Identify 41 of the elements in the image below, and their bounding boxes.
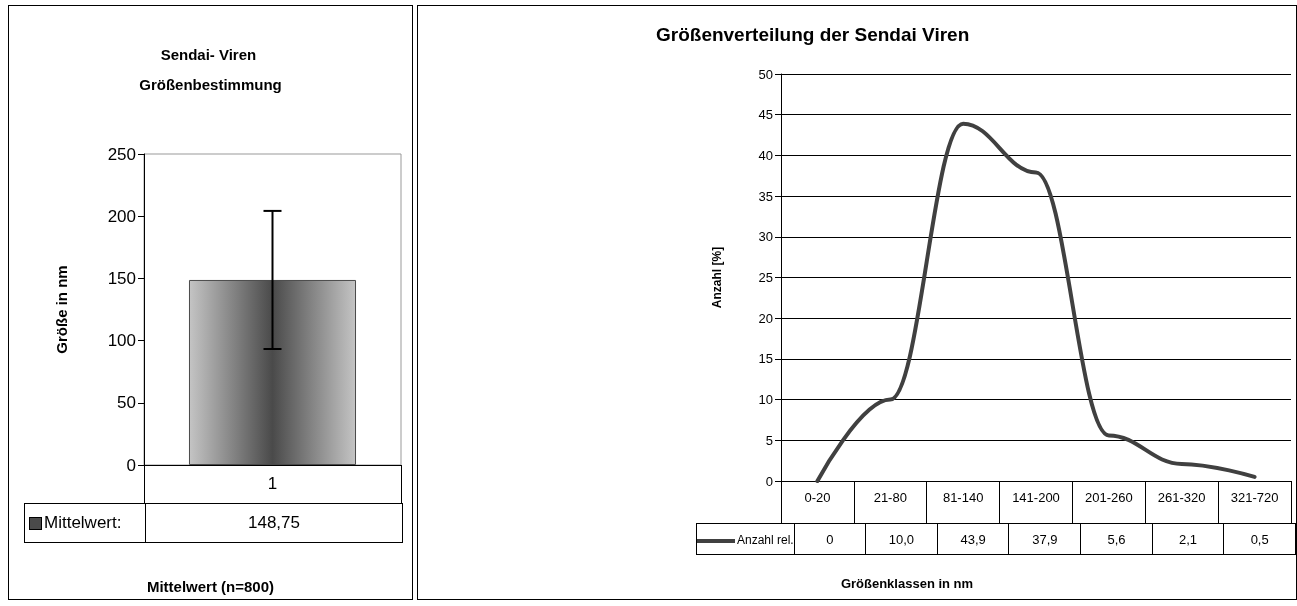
- y-tick-label: 10: [758, 392, 773, 408]
- x-tick-label: 21-80: [873, 489, 907, 505]
- y-tick-label: 0: [126, 455, 136, 475]
- y-tick-label: 45: [758, 107, 773, 123]
- y-tick-label: 0: [765, 473, 773, 489]
- y-tick-label: 50: [117, 393, 136, 413]
- y-tick-label: 200: [107, 206, 136, 226]
- data-label: 37,9: [1008, 523, 1081, 555]
- y-tick-label: 25: [758, 270, 773, 285]
- data-label: 0: [794, 523, 866, 555]
- y-tick-label: 150: [107, 268, 136, 288]
- legend-label: Anzahl rel.: [737, 533, 794, 548]
- data-label: 148,75: [145, 503, 403, 543]
- data-label: 10,0: [865, 523, 938, 555]
- chart-title: Größenverteilung der Sendai Viren: [656, 24, 970, 45]
- x-tick-label: 81-140: [942, 489, 984, 505]
- y-axis-title: Größe in nm: [53, 265, 70, 354]
- y-tick-label: 20: [758, 310, 773, 326]
- data-label: 0,5: [1223, 523, 1296, 555]
- y-tick-label: 250: [107, 144, 136, 164]
- x-tick-label: 1: [267, 473, 278, 493]
- y-axis-title: Anzahl [%]: [710, 246, 724, 309]
- y-tick-label: 5: [765, 432, 773, 448]
- y-tick-label: 35: [758, 188, 773, 204]
- x-tick-label: 0-20: [804, 489, 831, 505]
- x-tick-label: 321-720: [1230, 489, 1279, 505]
- y-tick-label: 40: [758, 147, 773, 163]
- legend-label: Mittelwert:: [44, 513, 122, 533]
- y-tick-label: 50: [758, 66, 773, 82]
- data-label: 43,9: [937, 523, 1009, 555]
- data-label: 2,1: [1152, 523, 1224, 555]
- y-tick-label: 100: [107, 331, 136, 351]
- x-tick-label: 141-200: [1012, 489, 1060, 505]
- x-tick-label: 261-320: [1157, 489, 1206, 505]
- y-tick-label: 30: [758, 229, 773, 245]
- chart-title: Sendai- Viren Größenbestimmung: [139, 45, 282, 93]
- data-label: 5,6: [1080, 523, 1153, 555]
- x-axis-title: Größenklassen in nm: [839, 576, 975, 591]
- x-axis-title: Mittelwert (n=800): [145, 578, 276, 595]
- x-tick-label: 201-260: [1085, 489, 1133, 505]
- y-tick-label: 15: [758, 351, 773, 367]
